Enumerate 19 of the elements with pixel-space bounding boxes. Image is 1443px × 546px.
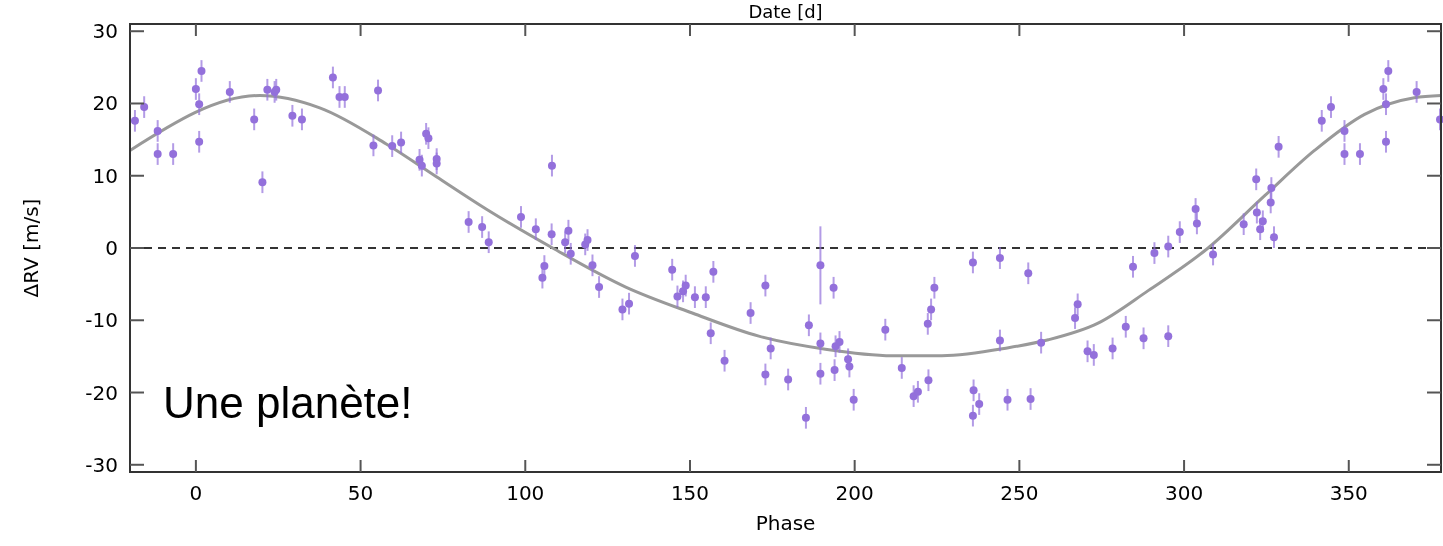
x-tick-label: 200: [835, 481, 874, 505]
x-tick-label: 150: [670, 481, 710, 505]
x-tick-label: 0: [189, 481, 203, 505]
y-tick-label: -30: [85, 452, 118, 477]
y-tick-label: -10: [85, 308, 118, 333]
annotation: Une planète!: [163, 378, 413, 427]
y-axis-title: ΔRV [m/s]: [19, 198, 43, 298]
y-tick-label: 20: [92, 91, 118, 116]
x-axis-title: Phase: [755, 511, 816, 535]
x-tick-label: 350: [1329, 481, 1368, 505]
x-tick-label: 100: [506, 481, 545, 505]
y-tick-label: 10: [92, 163, 118, 188]
x2-axis-title: Date [d]: [748, 1, 823, 22]
x-tick-label: 250: [1000, 481, 1039, 505]
x-tick-label: 50: [347, 481, 374, 505]
y-tick-label: 0: [105, 236, 118, 260]
y-tick-label: -20: [85, 380, 118, 405]
y-tick-label: 30: [92, 19, 118, 44]
x-tick-label: 300: [1164, 481, 1204, 505]
